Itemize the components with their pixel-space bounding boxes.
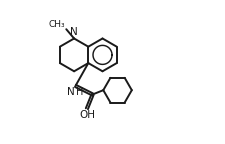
Text: CH₃: CH₃ <box>49 19 65 29</box>
Text: OH: OH <box>79 110 95 120</box>
Text: N: N <box>70 27 78 37</box>
Text: H: H <box>76 87 83 97</box>
Text: N: N <box>67 87 75 97</box>
